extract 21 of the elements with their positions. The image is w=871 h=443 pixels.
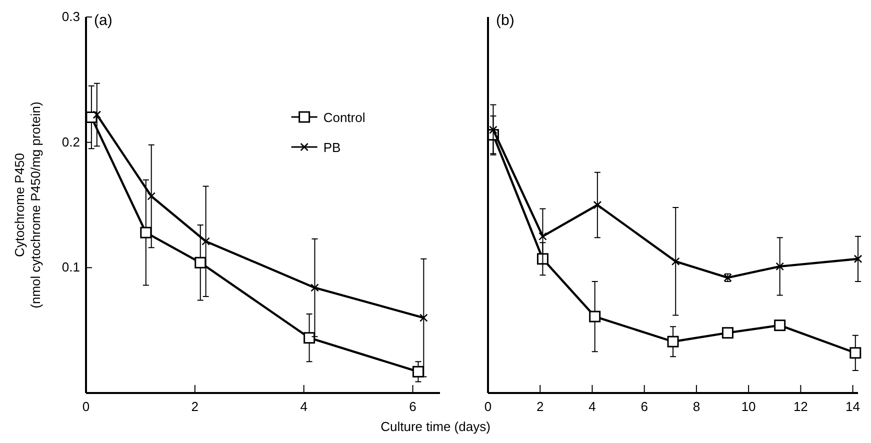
y-tick-label: 0.2 bbox=[62, 134, 80, 150]
y-tick-label: 0.3 bbox=[62, 9, 80, 24]
x-tick-label: 14 bbox=[846, 399, 860, 414]
legend-label: Control bbox=[323, 110, 366, 125]
x-tick-label: 4 bbox=[300, 399, 308, 414]
x-tick-label: 6 bbox=[409, 399, 416, 414]
chart-title: (a) bbox=[94, 12, 112, 29]
x-tick-label: 2 bbox=[536, 399, 544, 414]
legend-label: PB bbox=[323, 140, 341, 155]
y-axis-title: Cytochrome P450 (nmol cytochrome P450/mg protein) bbox=[12, 102, 43, 308]
x-tick-label: 12 bbox=[793, 399, 808, 414]
y-tick-label: 0.1 bbox=[62, 260, 80, 275]
x-axis-title: Culture time (days) bbox=[380, 419, 490, 434]
x-tick-label: 2 bbox=[191, 399, 199, 414]
x-tick-label: 0 bbox=[82, 399, 90, 414]
chart-title: (b) bbox=[496, 12, 514, 29]
x-tick-label: 4 bbox=[588, 399, 596, 414]
x-tick-label: 0 bbox=[484, 399, 492, 414]
x-tick-label: 8 bbox=[692, 399, 700, 414]
x-tick-label: 6 bbox=[640, 399, 648, 414]
x-tick-label: 10 bbox=[741, 399, 756, 414]
